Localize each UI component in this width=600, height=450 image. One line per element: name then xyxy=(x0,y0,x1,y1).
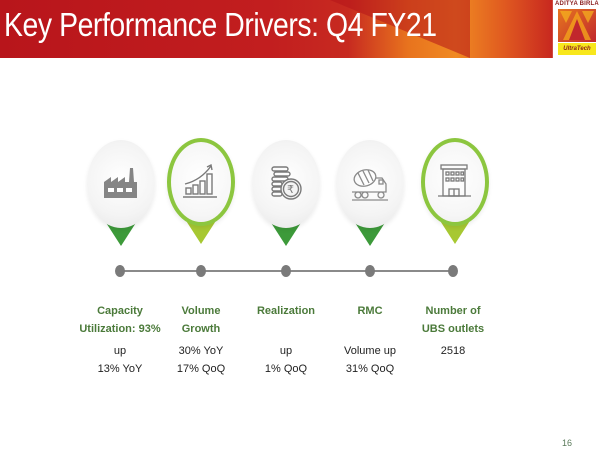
pin-ubs-outlets xyxy=(421,138,489,248)
cement-mixer-truck-icon xyxy=(350,164,390,204)
timeline-dot xyxy=(448,265,458,277)
pin-circle xyxy=(167,138,235,226)
value-line: 13% YoY xyxy=(97,363,143,375)
heading-line: Volume xyxy=(181,305,221,317)
value-line: 2518 xyxy=(440,345,466,357)
pin-realization: ₹ xyxy=(252,140,320,250)
driver-rmc: RMC Volume up 31% QoQ xyxy=(315,302,425,378)
heading-line: Realization xyxy=(256,305,316,317)
logo-top-text: ADITYA BIRLA xyxy=(555,1,599,7)
driver-ubs-outlets: Number of UBS outlets 2518 xyxy=(398,302,508,360)
title-banner: Key Performance Drivers: Q4 FY21 ADITYA … xyxy=(0,0,600,58)
driver-volume-growth: Volume Growth 30% YoY 17% QoQ xyxy=(146,302,256,378)
pin-rmc xyxy=(336,140,404,250)
driver-heading: RMC xyxy=(315,302,425,338)
growth-chart-icon xyxy=(181,162,221,202)
timeline-dot xyxy=(196,265,206,277)
value-line: Volume up xyxy=(344,345,396,357)
driver-heading: Realization xyxy=(231,302,341,338)
timeline-dot xyxy=(281,265,291,277)
heading-line: RMC xyxy=(357,305,383,317)
banner-decoration xyxy=(330,0,470,58)
driver-value: up 13% YoY xyxy=(65,342,175,378)
value-line: up xyxy=(113,345,127,357)
building-icon xyxy=(435,162,475,202)
svg-text:₹: ₹ xyxy=(287,183,294,196)
heading-line: Growth xyxy=(181,323,221,335)
heading-line: Number of xyxy=(425,305,481,317)
timeline-dot xyxy=(365,265,375,277)
pin-volume-growth xyxy=(167,138,235,248)
value-line: up xyxy=(279,345,293,357)
rupee-coins-icon: ₹ xyxy=(266,164,306,204)
page-title: Key Performance Drivers: Q4 FY21 xyxy=(4,6,437,43)
driver-value: 2518 xyxy=(398,342,508,360)
driver-heading: Volume Growth xyxy=(146,302,256,338)
heading-line: UBS outlets xyxy=(421,323,485,335)
logo-mark-icon xyxy=(558,9,596,42)
page-number: 16 xyxy=(562,438,573,448)
timeline-dot xyxy=(115,265,125,277)
value-line: 1% QoQ xyxy=(264,363,308,375)
driver-heading: Number of UBS outlets xyxy=(398,302,508,338)
value-line: 17% QoQ xyxy=(176,363,226,375)
value-line: 30% YoY xyxy=(178,345,224,357)
heading-line: Utilization: 93% xyxy=(79,323,161,335)
value-line: 31% QoQ xyxy=(345,363,395,375)
driver-realization: Realization up 1% QoQ xyxy=(231,302,341,378)
driver-value: up 1% QoQ xyxy=(231,342,341,378)
driver-value: Volume up 31% QoQ xyxy=(315,342,425,378)
pin-circle xyxy=(421,138,489,226)
driver-heading: Capacity Utilization: 93% xyxy=(65,302,175,338)
heading-line: Capacity xyxy=(97,305,143,317)
pin-capacity xyxy=(87,140,155,250)
driver-capacity: Capacity Utilization: 93% up 13% YoY xyxy=(65,302,175,378)
factory-icon xyxy=(101,164,141,204)
driver-value: 30% YoY 17% QoQ xyxy=(146,342,256,378)
company-logo: ADITYA BIRLA UltraTech xyxy=(553,0,600,58)
logo-bottom-text: UltraTech xyxy=(558,43,596,55)
